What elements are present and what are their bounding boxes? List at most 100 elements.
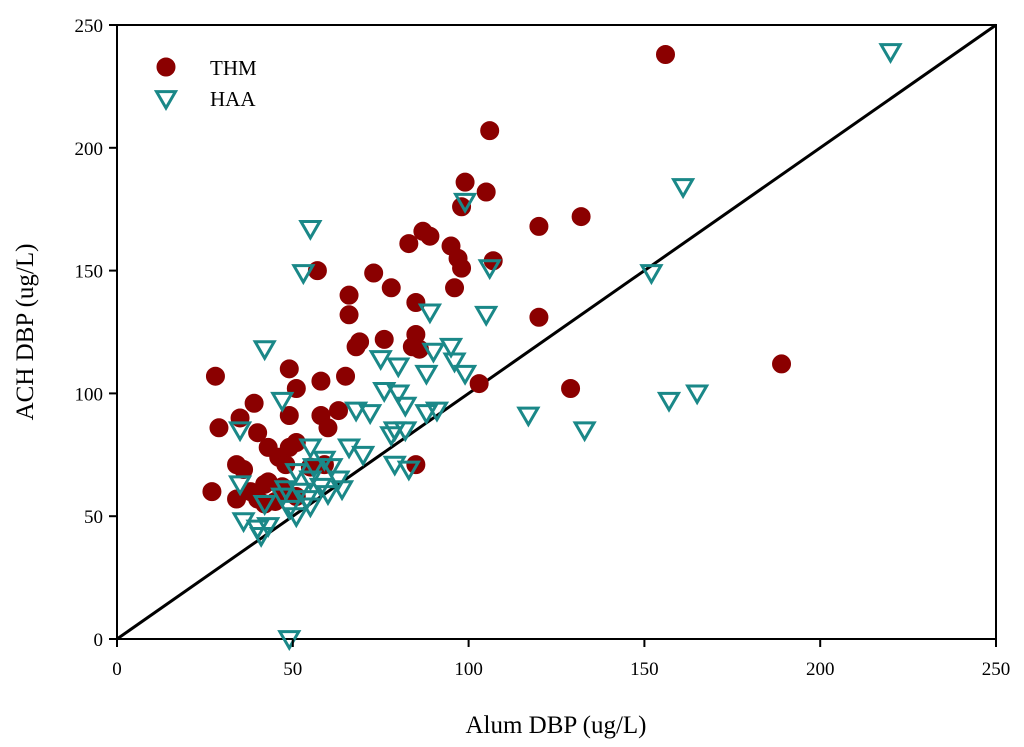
data-point-haa (393, 396, 418, 418)
data-point-haa (477, 259, 502, 281)
data-point-haa (368, 350, 393, 372)
data-point-thm (445, 278, 465, 298)
data-point-haa (386, 357, 411, 379)
legend-item-thm: THM (156, 56, 257, 80)
data-point-haa (878, 43, 903, 65)
reference-line-group (116, 23, 997, 641)
data-point-thm (529, 216, 549, 236)
data-point-haa (414, 364, 439, 386)
data-point-thm (655, 44, 675, 64)
data-point-haa (298, 219, 323, 241)
data-point-haa (227, 475, 253, 497)
x-axis-ticks: 0 50 100 150 200 250 (112, 639, 1010, 680)
data-point-haa (319, 458, 344, 480)
data-point-thm (571, 207, 591, 227)
x-tick-label: 100 (454, 659, 483, 680)
data-points (202, 43, 903, 652)
legend-marker-thm (156, 57, 176, 77)
data-point-haa (252, 340, 277, 362)
data-point-haa (291, 264, 316, 286)
reference-line (116, 23, 997, 641)
data-point-haa (284, 507, 309, 529)
data-point-thm (336, 366, 356, 386)
data-point-haa (379, 426, 404, 448)
data-point-thm (469, 374, 489, 394)
y-tick-label: 250 (75, 16, 104, 37)
y-axis-title: ACH DBP (ug/L) (12, 244, 39, 421)
data-point-thm (455, 172, 475, 192)
data-point-thm (234, 460, 254, 480)
data-point-haa (351, 445, 376, 467)
data-point-thm (205, 366, 225, 386)
data-point-thm (381, 278, 401, 298)
data-point-thm (286, 433, 306, 453)
data-point-haa (343, 401, 369, 423)
legend-marker-haa (153, 90, 179, 112)
x-tick-label: 0 (112, 659, 122, 680)
data-point-haa (372, 382, 397, 403)
x-tick-label: 50 (283, 659, 302, 680)
data-point-thm (279, 359, 299, 379)
data-point-haa (438, 337, 464, 359)
data-point-thm (227, 489, 247, 509)
data-point-haa (656, 391, 682, 413)
data-point-haa (326, 470, 351, 492)
y-tick-label: 0 (94, 630, 104, 651)
y-tick-label: 100 (75, 384, 104, 405)
data-point-haa (277, 630, 302, 652)
data-point-haa (298, 497, 323, 519)
legend-label-haa: HAA (210, 87, 256, 111)
data-point-haa (252, 495, 277, 516)
legend-symbol-thm (156, 57, 176, 77)
y-tick-label: 150 (75, 262, 104, 283)
data-point-haa (639, 264, 664, 286)
data-point-haa (270, 487, 295, 509)
data-point-haa (298, 438, 323, 460)
x-tick-label: 200 (806, 659, 835, 680)
data-point-haa (670, 178, 696, 200)
data-point-thm (476, 182, 496, 202)
legend-label-thm: THM (210, 56, 257, 80)
data-point-thm (329, 401, 349, 421)
data-point-thm (374, 329, 394, 349)
legend-symbol-haa (153, 90, 179, 112)
data-point-haa (315, 485, 341, 507)
data-point-haa (452, 364, 478, 386)
data-point-haa (249, 526, 274, 548)
data-point-thm (202, 482, 222, 502)
data-point-thm (420, 226, 440, 246)
x-axis-title: Alum DBP (ug/L) (465, 712, 646, 739)
data-point-haa (421, 342, 446, 364)
data-point-haa (329, 480, 355, 502)
data-point-haa (452, 192, 478, 214)
x-tick-label: 150 (630, 659, 659, 680)
x-tick-label: 250 (982, 659, 1011, 680)
data-point-haa (516, 406, 541, 428)
data-point-thm (452, 258, 472, 278)
legend: THM HAA (153, 56, 257, 112)
data-point-haa (572, 421, 597, 443)
series-haa (227, 43, 903, 652)
data-point-thm (311, 371, 331, 391)
data-point-thm (346, 337, 366, 357)
series-thm (202, 44, 792, 514)
data-point-thm (480, 121, 500, 141)
data-point-thm (399, 234, 419, 254)
data-point-haa (270, 391, 295, 413)
y-tick-label: 50 (84, 507, 103, 528)
data-point-thm (339, 285, 359, 305)
plot-area (116, 24, 997, 640)
data-point-haa (386, 384, 411, 406)
data-point-haa (358, 404, 383, 426)
data-point-thm (561, 378, 581, 398)
data-point-thm (364, 263, 384, 283)
data-point-haa (424, 401, 450, 423)
data-point-thm (209, 418, 229, 438)
data-point-thm (339, 305, 359, 325)
data-point-haa (301, 458, 326, 480)
legend-item-haa: HAA (153, 87, 256, 112)
data-point-thm (529, 307, 549, 327)
data-point-haa (685, 384, 710, 406)
y-tick-label: 200 (75, 139, 104, 160)
